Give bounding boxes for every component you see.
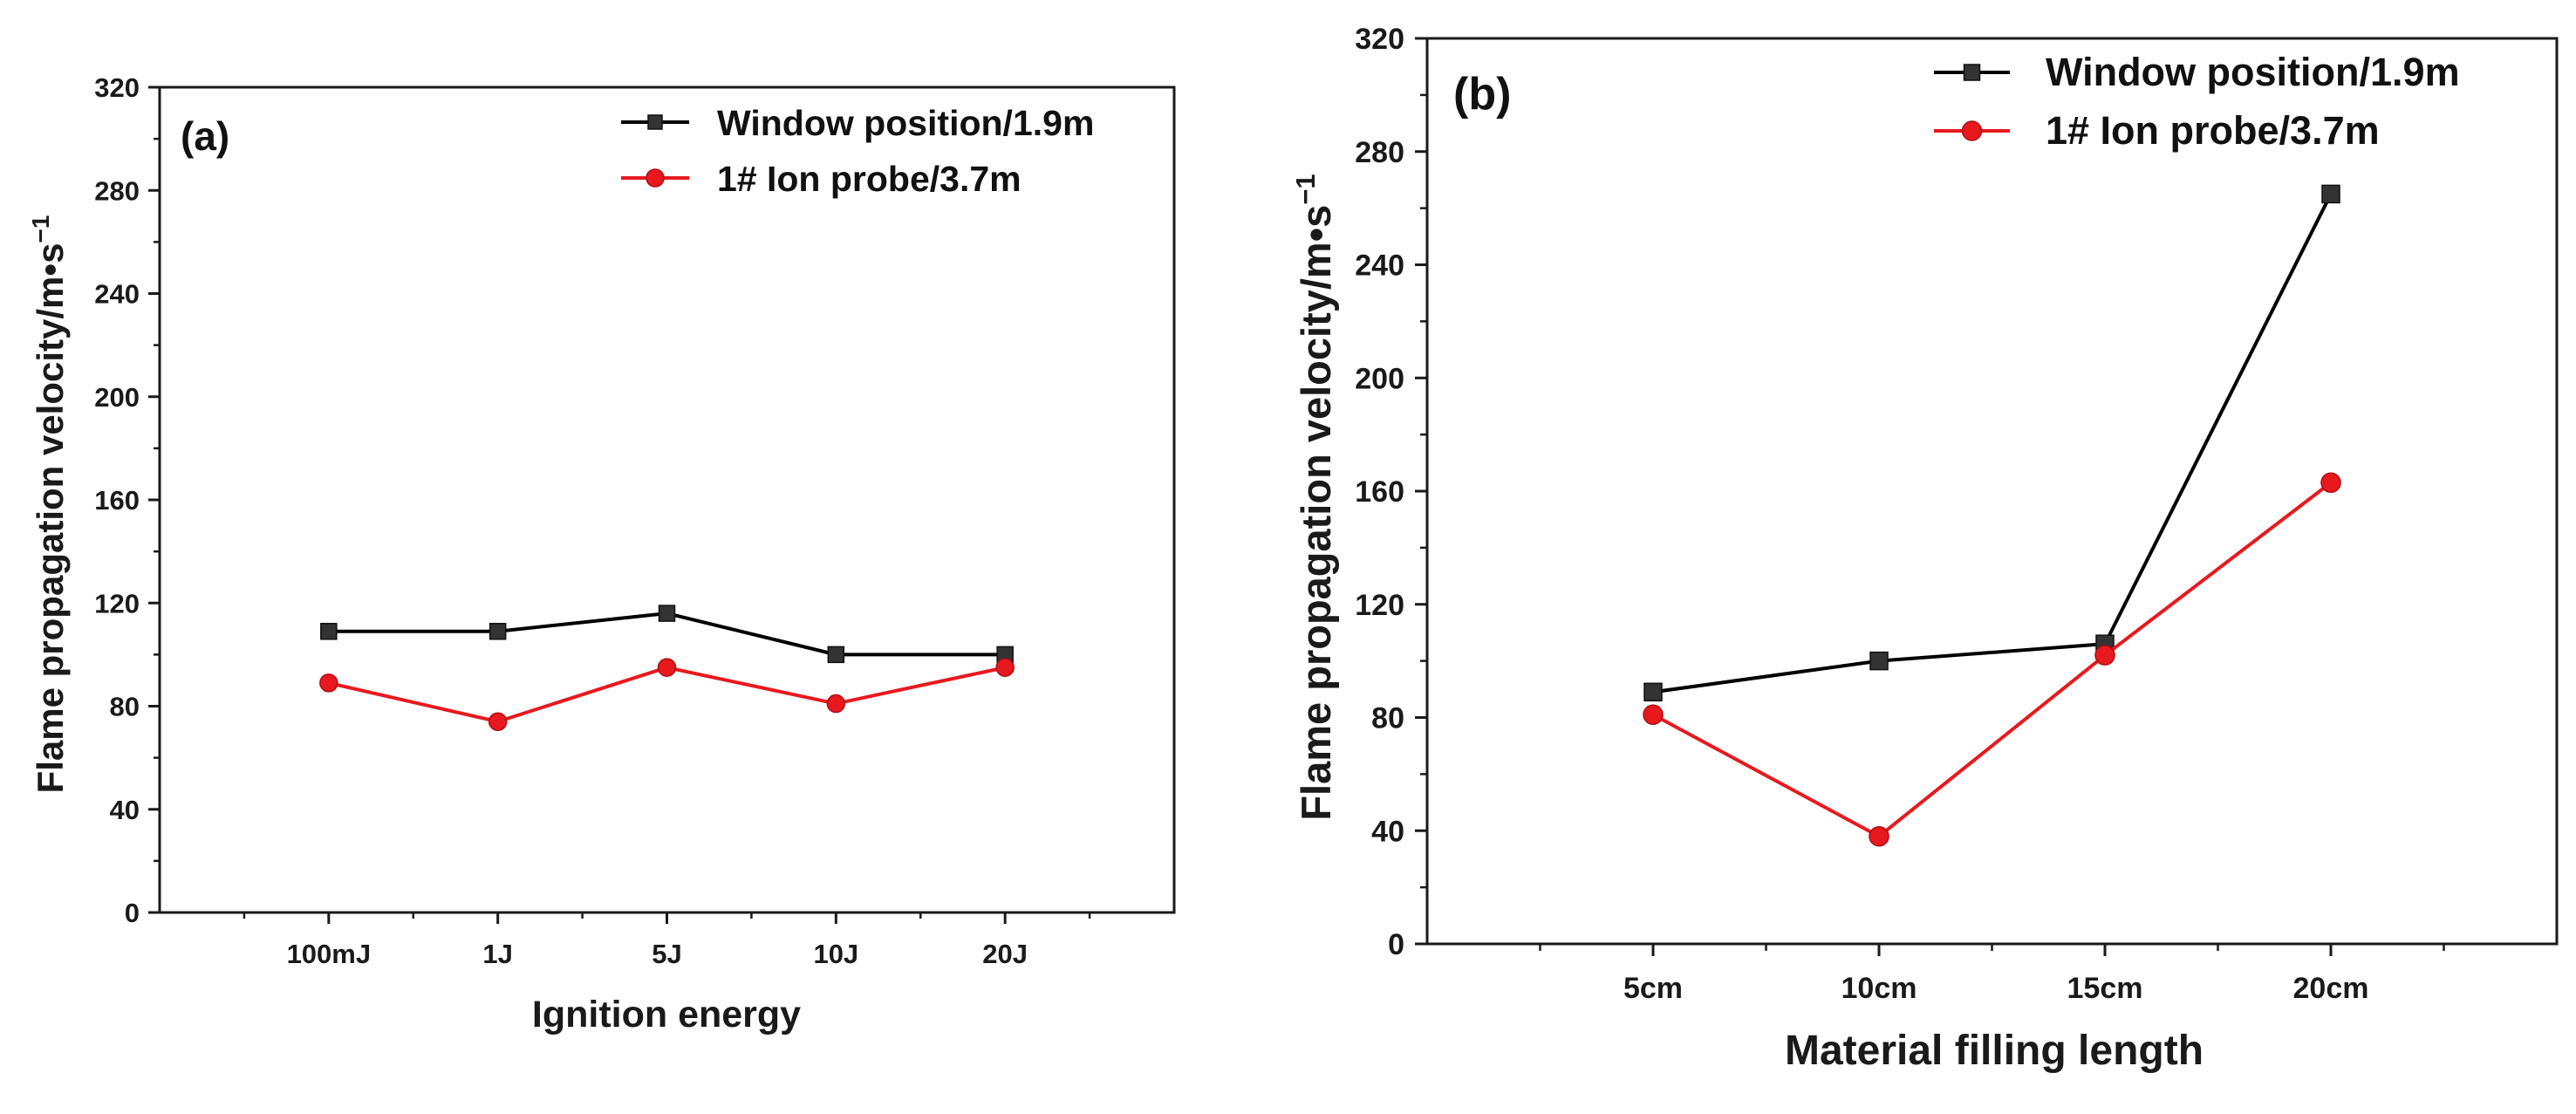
y-axis-title-b: Flame propagation velocity/m•s−1 xyxy=(1290,174,1339,820)
series-line-ion-probe xyxy=(1652,481,2333,838)
y-tick-label: 280 xyxy=(94,175,140,206)
data-point-ion-probe xyxy=(826,694,846,714)
y-axis-title-main-b: Flame propagation velocity/m•s xyxy=(1293,205,1339,821)
x-tick-label: 1J xyxy=(482,939,512,969)
y-axis-title-superscript-b: −1 xyxy=(1290,174,1321,204)
y-tick-label: 200 xyxy=(1355,362,1404,395)
data-point-ion-probe xyxy=(1869,825,1889,847)
y-tick-label: 320 xyxy=(94,72,140,103)
y-tick-label: 160 xyxy=(94,485,140,516)
data-point-ion-probe xyxy=(1643,704,1664,726)
legend-marker-ion-probe xyxy=(1961,120,1983,141)
y-tick-label: 0 xyxy=(125,898,140,928)
legend-marker-ion-probe xyxy=(646,168,665,188)
series-group-b xyxy=(1643,184,2341,847)
y-tick-label: 40 xyxy=(110,795,140,825)
x-axis-title-a: Ignition energy xyxy=(532,994,801,1035)
y-ticks-a: 0 40 80 120 160 200 240 280 320 xyxy=(94,72,160,928)
data-point-window xyxy=(2321,184,2340,204)
y-tick-label: 200 xyxy=(94,382,140,413)
plot-frame-a xyxy=(158,85,1176,914)
y-ticks-b: 0 40 80 120 160 200 240 280 320 xyxy=(1355,23,1427,961)
data-point-ion-probe xyxy=(2094,645,2115,666)
data-point-ion-probe xyxy=(995,658,1015,677)
x-ticks-a: 100mJ 1J 5J 10J 20J xyxy=(243,912,1091,969)
legend-label-ion-probe: 1# Ion probe/3.7m xyxy=(2046,108,2380,153)
y-tick-label: 320 xyxy=(1355,23,1404,56)
legend-a: Window position/1.9m 1# Ion probe/3.7m xyxy=(621,103,1094,199)
y-tick-label: 240 xyxy=(94,279,140,310)
legend-marker-window xyxy=(1963,64,1981,81)
y-axis-title-a: Flame propagation velocity/m•s−1 xyxy=(27,215,71,794)
y-axis-title-main-a: Flame propagation velocity/m•s xyxy=(30,243,71,794)
x-tick-label: 5J xyxy=(652,939,681,969)
y-tick-label: 120 xyxy=(94,588,140,619)
y-tick-label: 120 xyxy=(1355,589,1404,622)
x-tick-label: 20cm xyxy=(2293,972,2369,1005)
data-point-window xyxy=(827,646,845,664)
x-tick-label: 15cm xyxy=(2067,972,2143,1005)
y-tick-label: 40 xyxy=(1371,815,1404,848)
panel-label-b: (b) xyxy=(1453,69,1511,120)
x-tick-label: 10J xyxy=(813,939,858,969)
series-line-window xyxy=(1652,193,2333,694)
legend-label-window: Window position/1.9m xyxy=(717,103,1094,143)
y-tick-label: 160 xyxy=(1355,475,1404,509)
series-group-a xyxy=(319,605,1015,731)
x-axis-title-b: Material filling length xyxy=(1785,1028,2204,1074)
legend-label-window: Window position/1.9m xyxy=(2046,50,2460,94)
data-point-window xyxy=(658,605,676,622)
y-tick-label: 240 xyxy=(1355,249,1404,283)
x-tick-label: 10cm xyxy=(1841,972,1917,1005)
y-tick-label: 0 xyxy=(1388,928,1404,961)
data-point-ion-probe xyxy=(2320,472,2341,494)
x-ticks-b: 5cm 10cm 15cm 20cm xyxy=(1539,944,2445,1005)
data-point-window xyxy=(320,623,338,640)
x-tick-label: 20J xyxy=(982,939,1028,969)
data-point-window xyxy=(1869,651,1889,671)
x-tick-label: 5cm xyxy=(1623,972,1683,1005)
y-tick-label: 280 xyxy=(1355,136,1404,169)
panel-label-a: (a) xyxy=(181,113,229,159)
x-tick-label: 100mJ xyxy=(287,939,372,969)
data-point-window xyxy=(489,623,507,640)
y-axis-title-superscript-a: −1 xyxy=(27,215,54,243)
y-tick-label: 80 xyxy=(110,692,140,722)
legend-label-ion-probe: 1# Ion probe/3.7m xyxy=(717,159,1022,199)
data-point-ion-probe xyxy=(657,658,677,677)
plot-frame-b xyxy=(1425,37,2559,946)
y-tick-label: 80 xyxy=(1371,702,1404,735)
data-point-window xyxy=(1643,682,1663,702)
legend-b: Window position/1.9m 1# Ion probe/3.7m xyxy=(1934,50,2460,153)
data-point-ion-probe xyxy=(488,712,508,731)
legend-marker-window xyxy=(647,114,663,130)
data-point-ion-probe xyxy=(319,673,338,693)
